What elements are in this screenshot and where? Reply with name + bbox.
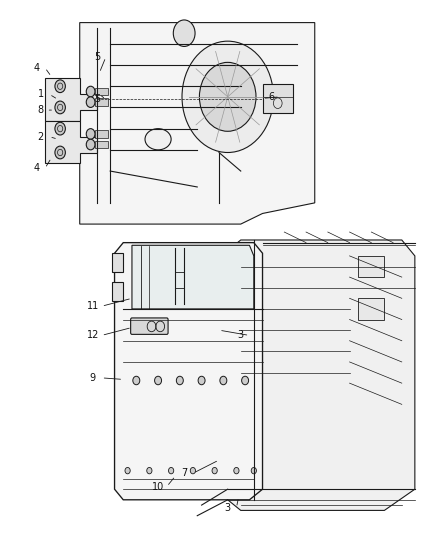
Circle shape [86,139,95,150]
Text: 3: 3 [225,503,231,513]
Circle shape [242,337,253,350]
Text: 11: 11 [87,301,99,311]
Polygon shape [132,245,254,309]
Circle shape [242,265,253,278]
Polygon shape [45,120,97,163]
Text: 5: 5 [94,52,100,62]
Polygon shape [45,78,97,120]
Circle shape [147,467,152,474]
FancyBboxPatch shape [358,298,385,319]
Circle shape [86,86,95,97]
Circle shape [55,101,65,114]
FancyBboxPatch shape [113,253,123,272]
Circle shape [86,97,95,108]
FancyBboxPatch shape [113,282,123,301]
FancyBboxPatch shape [95,88,108,95]
Circle shape [55,146,65,159]
FancyBboxPatch shape [95,130,108,138]
Text: 5: 5 [94,94,100,104]
Circle shape [198,376,205,385]
Ellipse shape [145,128,171,150]
Text: 6: 6 [268,92,274,102]
Circle shape [182,41,273,152]
Circle shape [220,376,227,385]
Text: 8: 8 [38,105,44,115]
Circle shape [190,467,195,474]
Circle shape [242,313,253,326]
Text: 1: 1 [38,89,44,99]
FancyBboxPatch shape [358,256,385,277]
Circle shape [55,80,65,93]
Text: 4: 4 [33,63,39,72]
Text: 9: 9 [90,373,96,383]
FancyBboxPatch shape [131,318,168,334]
Text: 3: 3 [238,330,244,341]
Text: 10: 10 [152,481,164,491]
Circle shape [199,62,256,131]
Text: 4: 4 [33,164,39,173]
Circle shape [242,284,253,297]
Circle shape [212,467,217,474]
Polygon shape [228,240,415,511]
FancyBboxPatch shape [95,141,108,148]
Circle shape [55,122,65,135]
Circle shape [125,467,130,474]
Polygon shape [115,243,262,500]
Circle shape [169,467,174,474]
Circle shape [155,376,162,385]
Text: 7: 7 [181,469,187,478]
Circle shape [177,376,184,385]
Circle shape [133,376,140,385]
Text: 2: 2 [37,132,44,142]
Circle shape [242,376,249,385]
Text: 12: 12 [87,330,99,341]
Polygon shape [80,22,315,224]
FancyBboxPatch shape [95,99,108,106]
Circle shape [234,467,239,474]
Circle shape [173,20,195,46]
Circle shape [86,128,95,139]
Circle shape [251,467,256,474]
Polygon shape [262,84,293,113]
